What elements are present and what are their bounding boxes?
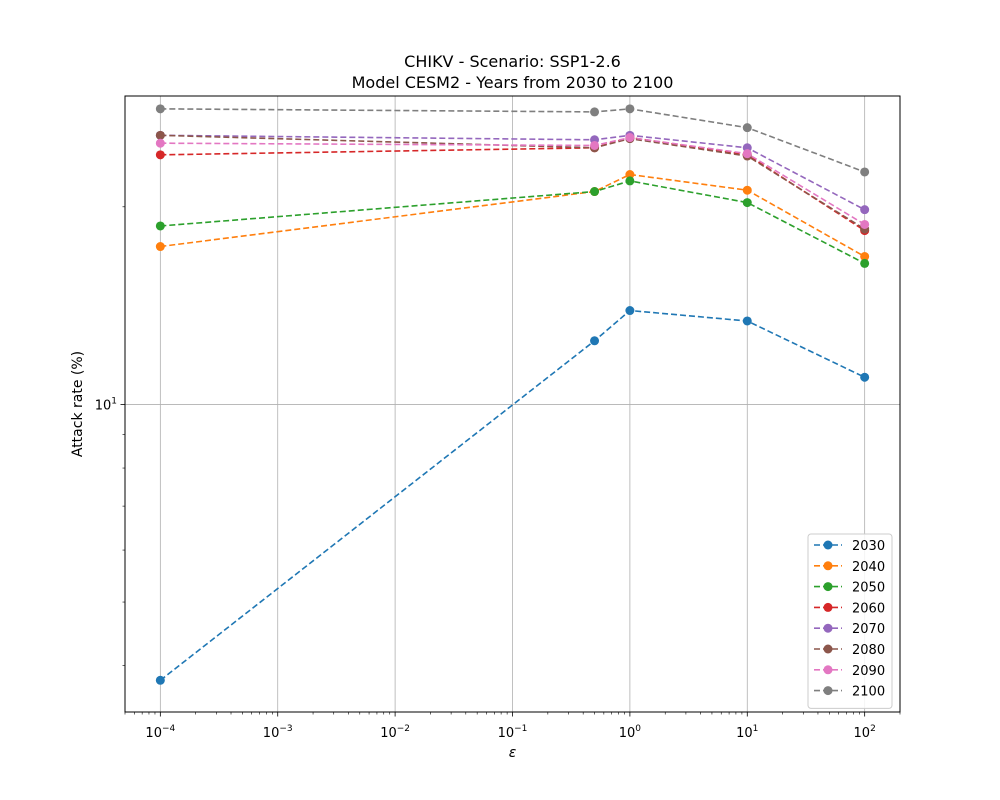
legend-entry: 2030 [814, 539, 885, 554]
x-tick-label-exponent: 2 [870, 724, 876, 734]
series-2100 [155, 104, 870, 177]
x-tick-label-exponent: −1 [514, 724, 527, 734]
legend-marker [823, 665, 833, 675]
x-tick-label-exponent: 0 [635, 724, 641, 734]
data-point [742, 149, 752, 159]
x-tick-label-exponent: −2 [397, 724, 410, 734]
x-tick-label-exponent: −4 [162, 724, 176, 734]
legend-entry: 2060 [814, 601, 885, 616]
y-tick-label: 101 [95, 396, 117, 413]
y-axis: 101 [95, 206, 125, 666]
x-tick-label-base: 10 [145, 726, 162, 741]
x-axis: 10−4 10−3 10−2 10−1 100 101 102 [124, 712, 901, 741]
series-2050 [155, 176, 870, 268]
legend-label: 2100 [852, 685, 885, 700]
x-tick-label: 102 [854, 724, 876, 741]
data-point [155, 675, 165, 685]
data-point [155, 221, 165, 231]
legend-label: 2070 [852, 622, 885, 637]
series-2090 [155, 133, 870, 229]
data-point [860, 205, 870, 215]
x-tick-label-exponent: 1 [753, 724, 759, 734]
data-point [590, 336, 600, 346]
data-point [742, 123, 752, 133]
legend-marker [823, 644, 833, 654]
series-line [160, 173, 866, 258]
data-point [155, 138, 165, 148]
data-point [860, 167, 870, 177]
data-point [742, 316, 752, 326]
chart-subtitle: Model CESM2 - Years from 2030 to 2100 [352, 73, 674, 92]
legend-entry: 2040 [814, 560, 885, 575]
x-tick-label-base: 10 [263, 726, 280, 741]
series-2030 [155, 306, 870, 685]
data-point [860, 252, 870, 262]
x-tick-label-exponent: −3 [279, 724, 292, 734]
legend-marker [823, 540, 833, 550]
data-point [625, 306, 635, 316]
legend-box [807, 533, 893, 709]
legend-marker [823, 686, 833, 696]
x-tick-label: 100 [619, 724, 642, 741]
x-tick-label: 101 [736, 724, 758, 741]
legend-entry: 2100 [814, 685, 885, 700]
data-point [155, 104, 165, 114]
x-tick-label: 10−3 [263, 724, 293, 741]
legend-marker [823, 602, 833, 612]
data-point [742, 198, 752, 208]
legend-label: 2030 [852, 539, 885, 554]
legend-entry: 2090 [814, 664, 885, 679]
legend-entry: 2050 [814, 581, 885, 596]
data-point [625, 133, 635, 143]
chart-title: CHIKV - Scenario: SSP1-2.6 [404, 52, 621, 71]
data-point [860, 258, 870, 268]
legend-marker [823, 623, 833, 633]
data-point [625, 176, 635, 186]
data-point [155, 150, 165, 160]
x-axis-label: ε [509, 745, 517, 761]
y-tick-label-base: 10 [95, 398, 112, 413]
legend-label: 2060 [852, 601, 885, 616]
legend-label: 2040 [852, 560, 885, 575]
x-tick-label: 10−2 [380, 724, 410, 741]
data-point [590, 107, 600, 117]
data-point [860, 219, 870, 229]
x-tick-label-base: 10 [380, 726, 397, 741]
legend-entry: 2070 [814, 622, 885, 637]
legend-label: 2050 [852, 581, 885, 596]
legend-marker [823, 582, 833, 592]
data-point [625, 104, 635, 114]
data-point [590, 187, 600, 197]
data-point [742, 185, 752, 195]
legend-label: 2090 [852, 664, 885, 679]
legend-entry: 2080 [814, 643, 885, 658]
series-layer [155, 104, 870, 685]
data-point [860, 372, 870, 382]
x-tick-label: 10−1 [498, 724, 528, 741]
data-point [625, 169, 635, 179]
data-point [155, 242, 165, 252]
legend: 2030 2040 2050 2060 2070 2080 2090 2100 [807, 533, 893, 709]
x-tick-label-base: 10 [498, 726, 515, 741]
y-axis-label: Attack rate (%) [70, 351, 86, 457]
data-point [155, 130, 165, 140]
x-tick-label-base: 10 [619, 726, 636, 741]
legend-marker [823, 561, 833, 571]
x-tick-label: 10−4 [145, 724, 175, 741]
x-tick-label-base: 10 [736, 726, 753, 741]
legend-label: 2080 [852, 643, 885, 658]
y-tick-label-exponent: 1 [111, 396, 117, 406]
data-point [590, 140, 600, 150]
x-tick-label-base: 10 [854, 726, 871, 741]
